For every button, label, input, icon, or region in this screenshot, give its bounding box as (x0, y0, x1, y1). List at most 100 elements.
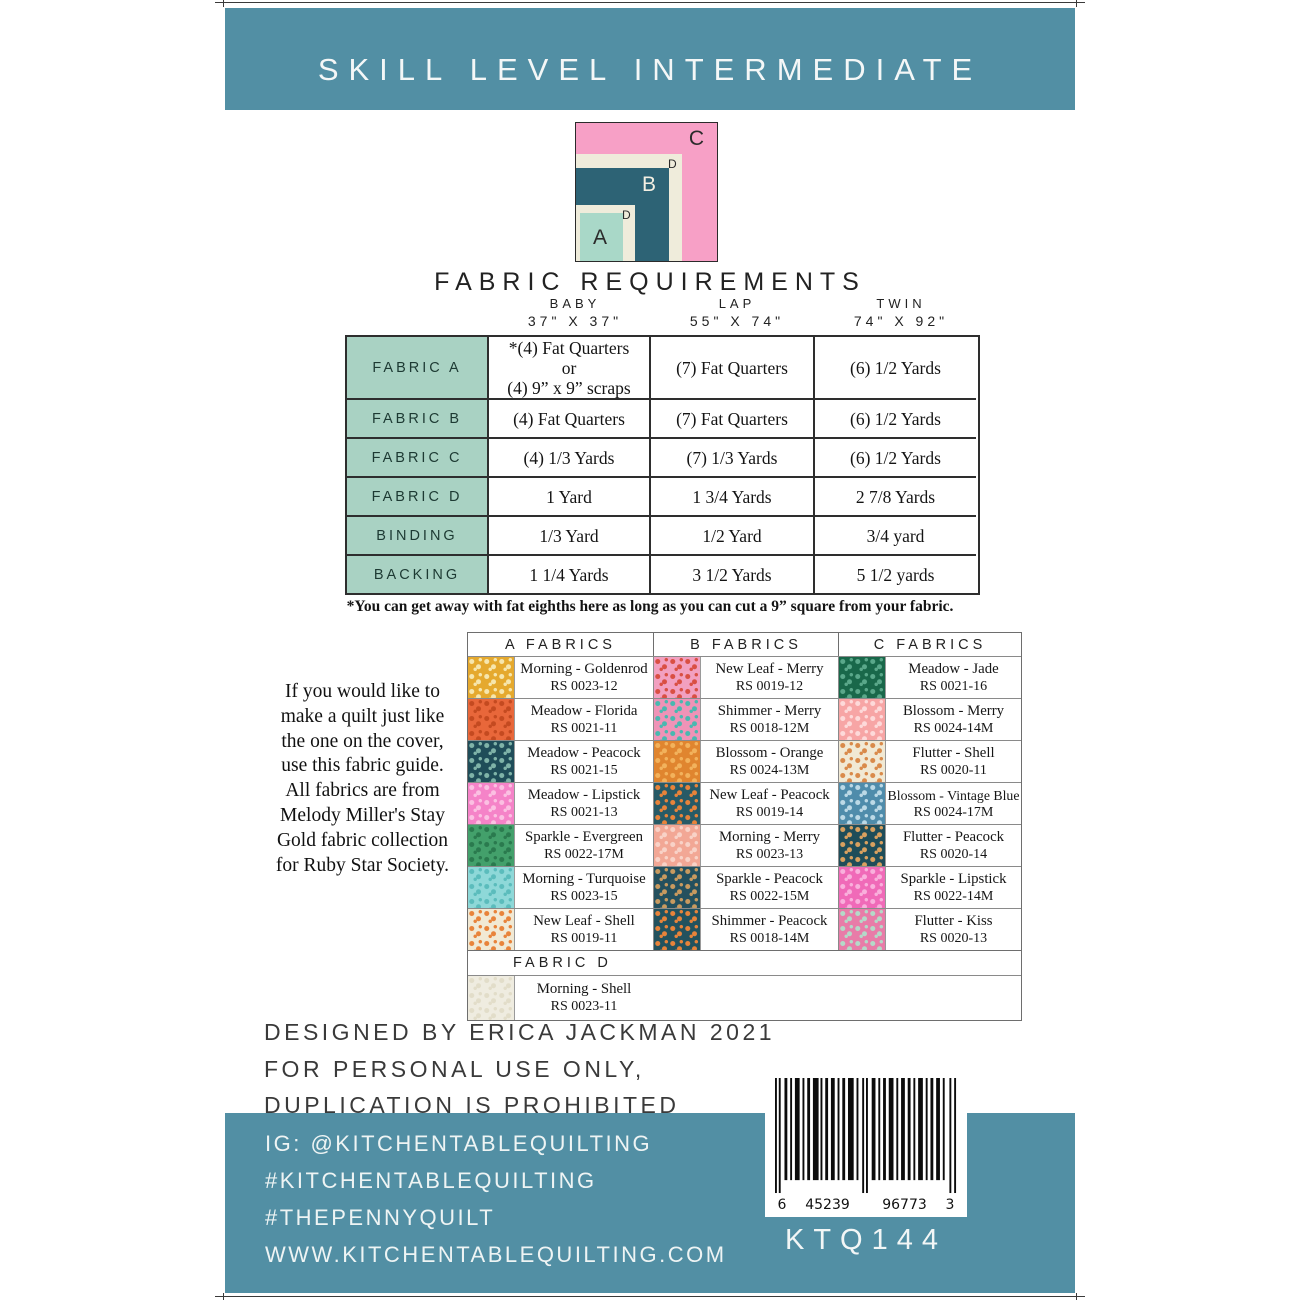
fabric-name: Flutter - Kiss (914, 912, 993, 929)
fabric-swatch (468, 867, 515, 908)
fabric-entry: Morning - Goldenrod RS 0023-12 (468, 657, 653, 698)
fabric-name: Flutter - Shell (912, 744, 995, 761)
fabric-entry: Sparkle - Peacock RS 0022-15M (653, 867, 838, 908)
fabric-entry: Meadow - Peacock RS 0021-15 (468, 741, 653, 782)
fabric-code: RS 0022-15M (729, 888, 810, 904)
instagram-handle: IG: @KITCHENTABLEQUILTING (265, 1131, 653, 1156)
c-fabrics-header: C FABRICS (838, 633, 1021, 656)
fabric-swatch (468, 976, 515, 1020)
size-name: LAP (718, 296, 756, 311)
fabric-guide-note: If you would like to make a quilt just l… (275, 681, 450, 876)
barcode-digit-group: 96773 (882, 1197, 927, 1213)
fabric-name: New Leaf - Shell (533, 912, 635, 929)
barcode-digit-group: 45239 (805, 1197, 850, 1213)
diagram-label-c: C (688, 127, 705, 150)
fabric-name: Meadow - Lipstick (527, 786, 641, 803)
fabric-name: Meadow - Jade (908, 660, 999, 677)
fabric-entry: Sparkle - Lipstick RS 0022-14M (838, 867, 1021, 908)
row-label-binding: BINDING (347, 515, 487, 554)
fabric-code: RS 0023-12 (550, 678, 618, 694)
barcode-digit: 3 (945, 1197, 955, 1213)
fabric-name: Meadow - Florida (530, 702, 638, 719)
fabric-code: RS 0024-13M (729, 762, 810, 778)
row-label-fabric-b: FABRIC B (347, 398, 487, 437)
fabric-swatch (654, 909, 701, 950)
crop-mark (1076, 0, 1077, 7)
guide-row: Sparkle - Evergreen RS 0022-17M Morning -… (468, 824, 1021, 866)
requirement-cell: (4) 1/3 Yards (487, 437, 649, 476)
barcode-digits: 6 45239 96773 3 (775, 1195, 957, 1213)
fabric-entry: New Leaf - Peacock RS 0019-14 (653, 783, 838, 824)
size-column-baby: BABY 37" X 37" (480, 296, 670, 329)
fabric-name: Blossom - Orange (715, 744, 824, 761)
fabric-entry: Flutter - Shell RS 0020-11 (838, 741, 1021, 782)
fabric-entry: Shimmer - Merry RS 0018-12M (653, 699, 838, 740)
fabric-code: RS 0018-14M (729, 930, 810, 946)
fabric-guide-table: A FABRICS B FABRICS C FABRICS Morning - … (467, 632, 1022, 1021)
fabric-d-header: FABRIC D (468, 950, 1021, 975)
requirement-cell: 3 1/2 Yards (649, 554, 813, 593)
product-code: KTQ144 (785, 1224, 947, 1256)
fabric-swatch (654, 867, 701, 908)
guide-row: Morning - Goldenrod RS 0023-12 New Leaf -… (468, 656, 1021, 698)
skill-level-banner: SKILL LEVEL INTERMEDIATE (225, 8, 1075, 110)
requirement-cell: 1 1/4 Yards (487, 554, 649, 593)
fabric-name: New Leaf - Merry (715, 660, 824, 677)
fabric-code: RS 0023-15 (550, 888, 618, 904)
fabric-swatch (839, 867, 886, 908)
hashtag-kitchentablequilting: #KITCHENTABLEQUILTING (265, 1168, 597, 1193)
fabric-swatch (654, 825, 701, 866)
guide-row: Meadow - Lipstick RS 0021-13 New Leaf - P… (468, 782, 1021, 824)
row-label-fabric-c: FABRIC C (347, 437, 487, 476)
size-name: TWIN (876, 296, 926, 311)
size-column-lap: LAP 55" X 74" (642, 296, 832, 329)
fabric-name: Shimmer - Merry (717, 702, 822, 719)
skill-level-text: SKILL LEVEL INTERMEDIATE (317, 52, 983, 87)
fabric-d-row: Morning - Shell RS 0023-11 (468, 975, 1021, 1020)
fabric-name: Morning - Merry (718, 828, 821, 845)
guide-row: Morning - Turquoise RS 0023-15 Sparkle - … (468, 866, 1021, 908)
fabric-entry: Meadow - Florida RS 0021-11 (468, 699, 653, 740)
requirement-cell: (6) 1/2 Yards (813, 337, 976, 398)
fabric-entry: Morning - Turquoise RS 0023-15 (468, 867, 653, 908)
guide-row: Meadow - Peacock RS 0021-15 Blossom - Ora… (468, 740, 1021, 782)
fabric-entry: Morning - Merry RS 0023-13 (653, 825, 838, 866)
fabric-entry: Meadow - Jade RS 0021-16 (838, 657, 1021, 698)
fabric-swatch (468, 699, 515, 740)
requirement-cell: 3/4 yard (813, 515, 976, 554)
requirement-cell: 1/3 Yard (487, 515, 649, 554)
fabric-code: RS 0024-14M (913, 720, 994, 736)
fabric-swatch (468, 825, 515, 866)
size-column-twin: TWIN 74" X 92" (806, 296, 996, 329)
fabric-code: RS 0022-14M (913, 888, 994, 904)
requirement-cell: 1/2 Yard (649, 515, 813, 554)
fabric-swatch (839, 741, 886, 782)
requirement-cell: (6) 1/2 Yards (813, 437, 976, 476)
fabric-requirements-table: FABRIC A *(4) Fat Quarters or (4) 9” x 9… (345, 335, 980, 595)
fabric-swatch (839, 783, 886, 824)
fabric-name: Blossom - Merry (902, 702, 1005, 719)
fabric-code: RS 0022-17M (544, 846, 624, 862)
fat-eighths-footnote: *You can get away with fat eighths here … (346, 598, 954, 615)
fabric-swatch (468, 657, 515, 698)
fabric-entry: Flutter - Kiss RS 0020-13 (838, 909, 1021, 950)
fabric-code: RS 0020-14 (919, 846, 988, 862)
guide-row: New Leaf - Shell RS 0019-11 Shimmer - Pea… (468, 908, 1021, 950)
bottom-trim-line (215, 1296, 1085, 1297)
fabric-entry: Shimmer - Peacock RS 0018-14M (653, 909, 838, 950)
a-fabrics-header: A FABRICS (505, 636, 616, 653)
crop-mark (1076, 1293, 1077, 1300)
fabric-swatch (839, 657, 886, 698)
fabric-name: Sparkle - Peacock (716, 870, 823, 887)
fabric-entry: Blossom - Orange RS 0024-13M (653, 741, 838, 782)
fabric-swatch (654, 741, 701, 782)
fabric-code: RS 0021-13 (550, 804, 618, 820)
fabric-name: Morning - Turquoise (522, 870, 646, 887)
fabric-name: Flutter - Peacock (902, 828, 1005, 845)
fabric-name: New Leaf - Peacock (709, 786, 830, 803)
guide-header-row: A FABRICS B FABRICS C FABRICS (468, 633, 1021, 656)
fabric-code: RS 0021-11 (550, 720, 618, 736)
fabric-entry: Sparkle - Evergreen RS 0022-17M (468, 825, 653, 866)
fabric-code: RS 0020-13 (919, 930, 988, 946)
